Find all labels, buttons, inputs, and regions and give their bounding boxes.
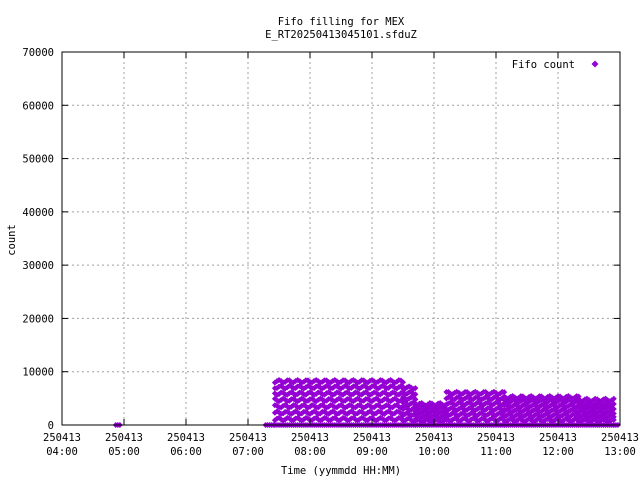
data-point bbox=[610, 410, 617, 417]
legend-marker bbox=[591, 60, 599, 68]
x-tick-label-date: 250413 bbox=[353, 432, 391, 444]
y-tick-label: 70000 bbox=[22, 47, 54, 59]
y-tick-label: 50000 bbox=[22, 154, 54, 166]
x-tick-label-date: 250413 bbox=[167, 432, 205, 444]
y-axis-label: count bbox=[6, 224, 18, 256]
x-tick-label-time: 04:00 bbox=[46, 446, 78, 458]
data-point bbox=[610, 405, 617, 412]
data-point bbox=[400, 379, 406, 386]
data-point bbox=[412, 385, 419, 392]
x-tick-label-time: 10:00 bbox=[418, 446, 450, 458]
data-point bbox=[610, 395, 617, 402]
y-tick-label: 40000 bbox=[22, 207, 54, 219]
x-tick-label-time: 05:00 bbox=[108, 446, 140, 458]
data-point bbox=[501, 389, 508, 396]
x-tick-label-date: 250413 bbox=[229, 432, 267, 444]
y-tick-label: 30000 bbox=[22, 260, 54, 272]
data-point bbox=[610, 413, 617, 420]
x-tick-label-time: 07:00 bbox=[232, 446, 264, 458]
data-point bbox=[610, 401, 617, 408]
x-tick-label-time: 08:00 bbox=[294, 446, 326, 458]
chart-title: Fifo filling for MEX bbox=[278, 16, 405, 28]
legend: Fifo count bbox=[512, 59, 599, 71]
data-point bbox=[412, 391, 419, 398]
points-layer bbox=[112, 376, 621, 428]
x-tick-label-date: 250413 bbox=[105, 432, 143, 444]
chart-subtitle: E_RT20250413045101.sfduZ bbox=[265, 29, 417, 41]
x-tick-label-time: 13:00 bbox=[604, 446, 636, 458]
data-point bbox=[412, 396, 419, 403]
x-tick-label-time: 09:00 bbox=[356, 446, 388, 458]
axes-layer: 0 10000 20000 30000 40000 50000 60000 70000 2504… bbox=[22, 47, 639, 458]
y-tick-label: 10000 bbox=[22, 367, 54, 379]
x-tick-label-date: 250413 bbox=[43, 432, 81, 444]
legend-label: Fifo count bbox=[512, 59, 575, 71]
y-tick-label: 0 bbox=[48, 420, 54, 432]
x-tick-label-time: 06:00 bbox=[170, 446, 202, 458]
x-tick-label-date: 250413 bbox=[601, 432, 639, 444]
x-tick-label-time: 12:00 bbox=[542, 446, 574, 458]
y-tick-label: 20000 bbox=[22, 313, 54, 325]
x-tick-label-date: 250413 bbox=[539, 432, 577, 444]
x-axis-label: Time (yymmdd HH:MM) bbox=[281, 465, 401, 477]
x-tick-label-date: 250413 bbox=[477, 432, 515, 444]
x-tick-label-date: 250413 bbox=[415, 432, 453, 444]
x-tick-label-time: 11:00 bbox=[480, 446, 512, 458]
data-point bbox=[610, 416, 617, 423]
plot-frame bbox=[61, 51, 621, 426]
y-tick-label: 60000 bbox=[22, 100, 54, 112]
grid-layer bbox=[62, 52, 620, 425]
x-tick-label-date: 250413 bbox=[291, 432, 329, 444]
